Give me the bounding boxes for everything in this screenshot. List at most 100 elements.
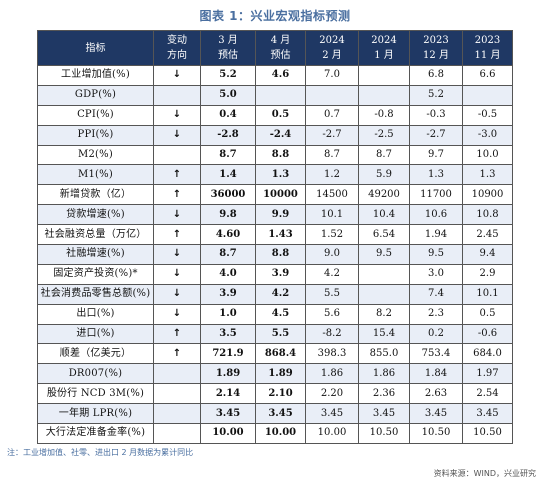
forecast-table: 指标 变动 方向 3 月预估 4 月预估 2024 2 月 2024 1 月 2023… <box>37 30 513 444</box>
actual-cell: 2.20 <box>305 383 359 405</box>
actual-cell: -0.3 <box>409 104 463 126</box>
table-row: PPI(%) ↓ -2.8 -2.4 -2.7 -2.5 -2.7 -3.0 <box>37 124 513 146</box>
forecast-cell: 4.2 <box>255 283 306 305</box>
actual-cell: 49200 <box>358 184 410 206</box>
actual-cell: 10.0 <box>462 144 513 166</box>
forecast-cell: 4.5 <box>255 303 306 325</box>
row-indicator-name: 顺差（亿美元） <box>37 343 154 365</box>
actual-cell: 2.36 <box>358 383 410 405</box>
actual-cell: 10.1 <box>462 283 513 305</box>
header-col-2: 4 月预估 <box>255 30 306 66</box>
table-row: 顺差（亿美元） ↑ 721.9 868.4 398.3 855.0 753.4 684.0 <box>37 343 513 365</box>
forecast-cell: 8.8 <box>255 244 306 265</box>
row-indicator-name: CPI(%) <box>37 104 154 126</box>
forecast-cell: 4.6 <box>255 65 306 86</box>
actual-cell: 855.0 <box>358 343 410 365</box>
actual-cell: 1.94 <box>409 224 463 246</box>
actual-cell: 10.4 <box>358 204 410 226</box>
actual-cell: 0.5 <box>462 303 513 325</box>
actual-cell: 10900 <box>462 184 513 206</box>
row-indicator-name: 出口(%) <box>37 303 154 325</box>
table-row: 工业增加值(%) ↓ 5.2 4.6 7.0 6.8 6.6 <box>37 65 513 86</box>
row-indicator-name: PPI(%) <box>37 124 154 146</box>
row-indicator-name: M1(%) <box>37 164 154 186</box>
row-indicator-name: DR007(%) <box>37 363 154 385</box>
table-header: 指标 变动 方向 3 月预估 4 月预估 2024 2 月 2024 1 月 2023… <box>37 30 513 66</box>
forecast-cell: 1.0 <box>200 303 256 325</box>
actual-cell: 5.9 <box>358 164 410 186</box>
forecast-cell: 2.14 <box>200 383 256 405</box>
actual-cell: 3.45 <box>358 403 410 425</box>
direction-cell <box>153 144 201 166</box>
table-row: 出口(%) ↓ 1.0 4.5 5.6 8.2 2.3 0.5 <box>37 303 513 325</box>
forecast-cell: 5.5 <box>255 323 306 345</box>
arrow-down-icon: ↓ <box>153 65 201 86</box>
direction-cell <box>153 84 201 106</box>
header-direction: 变动 方向 <box>153 30 201 66</box>
chart-title: 图表 1：兴业宏观指标预测 <box>199 9 351 23</box>
actual-cell: 10.50 <box>358 423 410 444</box>
actual-cell: 14500 <box>305 184 359 206</box>
actual-cell: 1.3 <box>462 164 513 186</box>
forecast-cell: 8.8 <box>255 144 306 166</box>
actual-cell: 753.4 <box>409 343 463 365</box>
actual-cell <box>358 84 410 106</box>
actual-cell: 6.8 <box>409 65 463 86</box>
table-row: DR007(%) 1.89 1.89 1.86 1.86 1.84 1.97 <box>37 363 513 385</box>
forecast-cell: 0.4 <box>200 104 256 126</box>
forecast-cell: -2.4 <box>255 124 306 146</box>
actual-cell: 0.7 <box>305 104 359 126</box>
actual-cell: 4.2 <box>305 263 359 285</box>
actual-cell: 8.7 <box>305 144 359 166</box>
row-indicator-name: 社融增速(%) <box>37 244 154 265</box>
arrow-up-icon: ↑ <box>153 224 201 246</box>
table-row: M1(%) ↑ 1.4 1.3 1.2 5.9 1.3 1.3 <box>37 164 513 186</box>
actual-cell: 1.52 <box>305 224 359 246</box>
table-row: 进口(%) ↑ 3.5 5.5 -8.2 15.4 0.2 -0.6 <box>37 323 513 345</box>
direction-cell <box>153 403 201 425</box>
header-col-5: 2023 12 月 <box>409 30 463 66</box>
forecast-cell: 3.9 <box>255 263 306 285</box>
header-col-6: 2023 11 月 <box>462 30 513 66</box>
row-indicator-name: 进口(%) <box>37 323 154 345</box>
actual-cell: 1.3 <box>409 164 463 186</box>
table-row: GDP(%) 5.0 5.2 <box>37 84 513 106</box>
actual-cell: 398.3 <box>305 343 359 365</box>
header-col-4: 2024 1 月 <box>358 30 410 66</box>
table-row: 社会融资总量（万亿） ↑ 4.60 1.43 1.52 6.54 1.94 2.45 <box>37 224 513 246</box>
forecast-cell: 1.3 <box>255 164 306 186</box>
footnote: 注：工业增加值、社零、进出口 2 月数据为累计同比 <box>7 448 194 457</box>
forecast-cell: 10.00 <box>255 423 306 444</box>
row-indicator-name: 新增贷款（亿） <box>37 184 154 206</box>
actual-cell: 6.6 <box>462 65 513 86</box>
actual-cell: 9.4 <box>462 244 513 265</box>
forecast-cell: 868.4 <box>255 343 306 365</box>
table-row: 社融增速(%) ↓ 8.7 8.8 9.0 9.5 9.5 9.4 <box>37 244 513 265</box>
actual-cell: -2.5 <box>358 124 410 146</box>
arrow-down-icon: ↓ <box>153 124 201 146</box>
actual-cell: 7.0 <box>305 65 359 86</box>
arrow-up-icon: ↑ <box>153 323 201 345</box>
forecast-cell <box>255 84 306 106</box>
forecast-cell: 4.0 <box>200 263 256 285</box>
forecast-cell: 3.45 <box>255 403 306 425</box>
actual-cell: -2.7 <box>305 124 359 146</box>
arrow-up-icon: ↑ <box>153 184 201 206</box>
direction-cell <box>153 363 201 385</box>
forecast-cell: 9.8 <box>200 204 256 226</box>
forecast-cell: 8.7 <box>200 144 256 166</box>
actual-cell: 1.86 <box>358 363 410 385</box>
arrow-down-icon: ↓ <box>153 204 201 226</box>
actual-cell: 15.4 <box>358 323 410 345</box>
actual-cell: 5.2 <box>409 84 463 106</box>
actual-cell: 10.50 <box>409 423 463 444</box>
arrow-down-icon: ↓ <box>153 104 201 126</box>
row-indicator-name: 贷款增速(%) <box>37 204 154 226</box>
forecast-cell: 3.5 <box>200 323 256 345</box>
table-row: 新增贷款（亿） ↑ 36000 10000 14500 49200 11700 10900 <box>37 184 513 206</box>
actual-cell: 3.45 <box>462 403 513 425</box>
row-indicator-name: 股份行 NCD 3M(%) <box>37 383 154 405</box>
actual-cell: 2.45 <box>462 224 513 246</box>
table-row: 股份行 NCD 3M(%) 2.14 2.10 2.20 2.36 2.63 2.54 <box>37 383 513 405</box>
table-row: M2(%) 8.7 8.8 8.7 8.7 9.7 10.0 <box>37 144 513 166</box>
